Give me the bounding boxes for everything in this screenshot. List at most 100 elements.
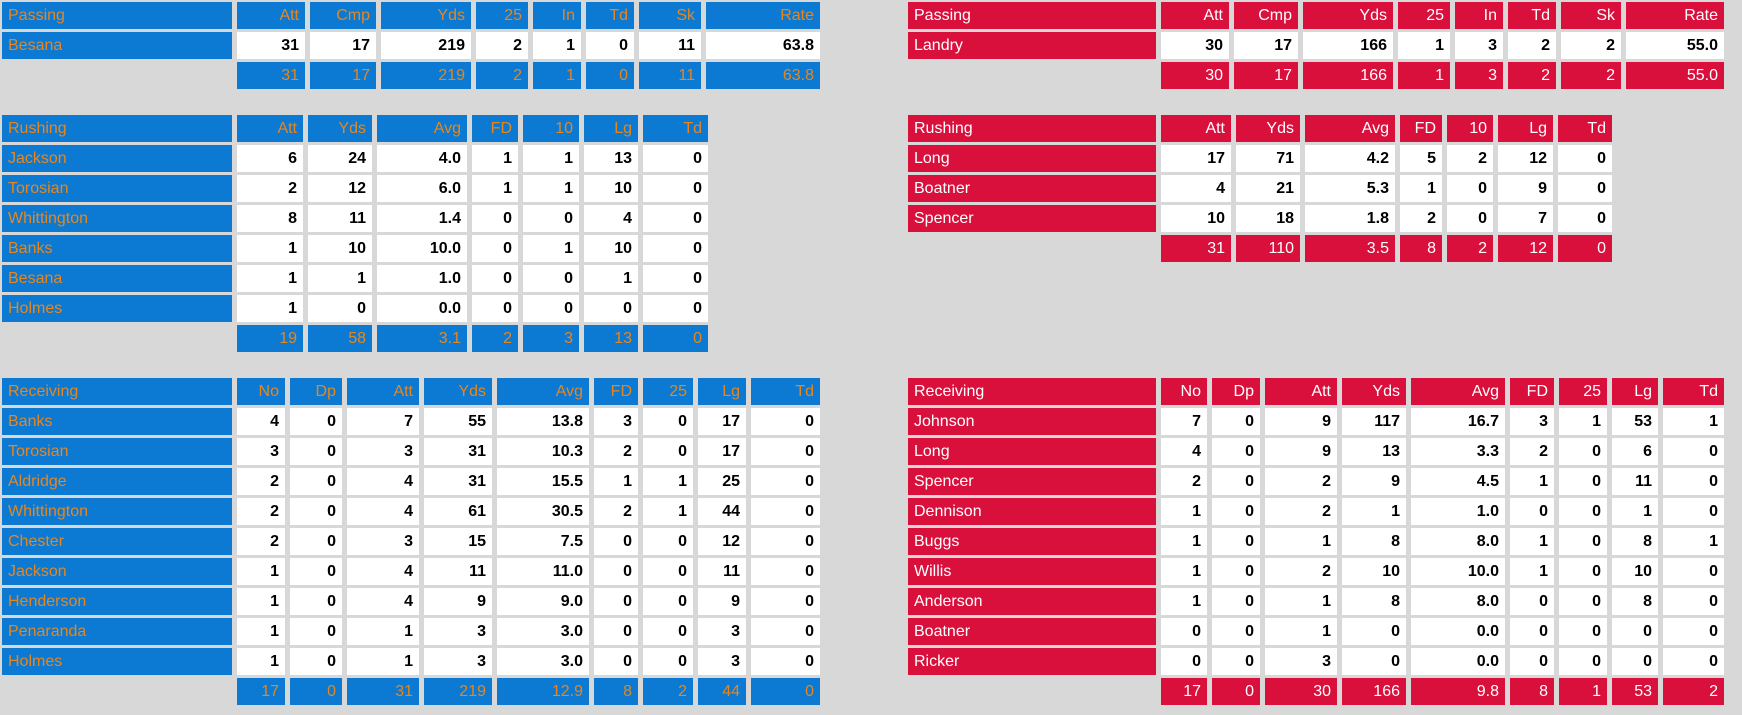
player-name-cell: Whittington (2, 205, 232, 232)
stat-cell: 10.0 (377, 235, 467, 262)
stat-cell: 44 (698, 498, 746, 525)
stat-cell: 9 (698, 588, 746, 615)
stat-cell: 0 (1559, 528, 1607, 555)
stat-cell: 0 (1558, 145, 1612, 172)
stat-column-header: Rate (1626, 2, 1724, 29)
stat-cell: 10 (584, 175, 638, 202)
stat-column-header: Td (1558, 115, 1612, 142)
stat-column-header: Yds (424, 378, 492, 405)
stat-cell: 10 (584, 235, 638, 262)
stat-cell: 0 (1510, 588, 1554, 615)
player-name-cell: Boatner (908, 618, 1156, 645)
stat-cell: 0 (1559, 558, 1607, 585)
stat-cell: 2 (1400, 205, 1442, 232)
stat-cell: 0 (1212, 468, 1260, 495)
stat-cell: 1 (472, 175, 518, 202)
stat-cell: 117 (1342, 408, 1406, 435)
totals-cell: 0 (643, 325, 708, 352)
stat-cell: 6 (1612, 438, 1658, 465)
stat-cell: 4 (347, 468, 419, 495)
player-name-cell: Besana (2, 265, 232, 292)
totals-cell: 219 (424, 678, 492, 705)
stat-cell: 4 (237, 408, 285, 435)
stat-cell: 1 (347, 648, 419, 675)
stat-cell: 0 (751, 618, 820, 645)
stat-cell: 4 (584, 205, 638, 232)
stat-cell: 9 (1498, 175, 1553, 202)
player-name-cell: Johnson (908, 408, 1156, 435)
stat-cell: 0 (472, 265, 518, 292)
stat-cell: 0 (586, 32, 634, 59)
totals-cell: 1 (533, 62, 581, 89)
totals-cell: 3.5 (1305, 235, 1395, 262)
stat-cell: 2 (476, 32, 528, 59)
stat-column-header: Att (1161, 115, 1231, 142)
stat-cell: 0 (290, 558, 342, 585)
stat-cell: 0 (290, 528, 342, 555)
stat-cell: 31 (237, 32, 305, 59)
stat-cell: 2 (237, 175, 303, 202)
stat-cell: 4.2 (1305, 145, 1395, 172)
stat-cell: 0 (643, 235, 708, 262)
stat-cell: 13.8 (497, 408, 589, 435)
stat-cell: 3 (1510, 408, 1554, 435)
table-section-title: Rushing (2, 115, 232, 142)
stat-cell: 4 (347, 588, 419, 615)
totals-cell: 219 (381, 62, 471, 89)
stat-cell: 1 (237, 648, 285, 675)
stat-cell: 8 (1612, 528, 1658, 555)
stat-column-header: In (1455, 2, 1503, 29)
home-receiving-table: Receiving No Dp Att Yds Avg FD 25 Lg Td Banks 4 0 7 55… (2, 378, 820, 705)
stat-cell: 0 (472, 295, 518, 322)
totals-cell: 12.9 (497, 678, 589, 705)
totals-cell: 58 (308, 325, 372, 352)
stat-cell: 0 (1663, 498, 1724, 525)
stat-cell: 1 (237, 235, 303, 262)
stat-cell: 55.0 (1626, 32, 1724, 59)
stat-cell: 9 (1342, 468, 1406, 495)
player-name-cell: Whittington (2, 498, 232, 525)
stat-cell: 0.0 (1411, 618, 1505, 645)
stat-cell: 0 (1559, 498, 1607, 525)
totals-cell: 44 (698, 678, 746, 705)
stat-cell: 0 (594, 648, 638, 675)
stat-column-header: Rate (706, 2, 820, 29)
stat-cell: 0 (1663, 438, 1724, 465)
stat-cell: 0 (1510, 618, 1554, 645)
totals-cell: 0 (290, 678, 342, 705)
stat-cell: 1 (1663, 528, 1724, 555)
stat-cell: 2 (237, 498, 285, 525)
stat-cell: 0 (1447, 205, 1493, 232)
stat-column-header: FD (472, 115, 518, 142)
stat-cell: 0 (751, 588, 820, 615)
stat-cell: 4 (1161, 438, 1207, 465)
stat-cell: 2 (1561, 32, 1621, 59)
stat-cell: 6 (237, 145, 303, 172)
stat-cell: 30.5 (497, 498, 589, 525)
stat-cell: 0 (1212, 408, 1260, 435)
player-name-cell: Banks (2, 235, 232, 262)
stat-cell: 17 (310, 32, 376, 59)
stat-cell: 9.0 (497, 588, 589, 615)
stat-cell: 0 (1212, 648, 1260, 675)
stat-column-header: Yds (381, 2, 471, 29)
stat-column-header: 10 (1447, 115, 1493, 142)
stat-cell: 2 (1447, 145, 1493, 172)
totals-cell: 31 (1161, 235, 1231, 262)
stat-cell: 1 (1161, 558, 1207, 585)
stat-cell: 3 (347, 528, 419, 555)
stat-cell: 0 (751, 408, 820, 435)
player-name-cell: Long (908, 145, 1156, 172)
totals-cell: 19 (237, 325, 303, 352)
stat-cell: 0 (643, 175, 708, 202)
stat-cell: 0 (1212, 588, 1260, 615)
stat-cell: 1.8 (1305, 205, 1395, 232)
stat-column-header: No (1161, 378, 1207, 405)
stat-cell: 0 (1161, 648, 1207, 675)
player-name-cell: Boatner (908, 175, 1156, 202)
stat-cell: 0 (290, 498, 342, 525)
stat-cell: 1.4 (377, 205, 467, 232)
totals-cell: 1 (1398, 62, 1450, 89)
stat-column-header: Td (1663, 378, 1724, 405)
stat-cell: 18 (1236, 205, 1300, 232)
